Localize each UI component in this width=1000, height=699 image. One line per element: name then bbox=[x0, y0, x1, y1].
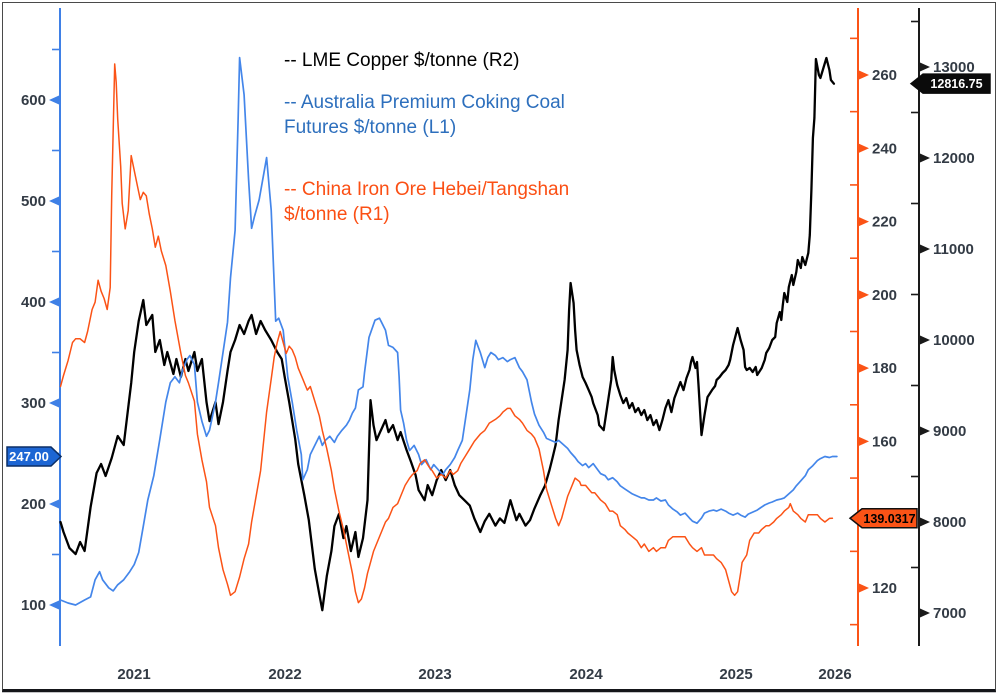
legend-label-ore-line1: -- China Iron Ore Hebei/Tangshan bbox=[284, 179, 570, 200]
legend-item-iron-ore: -- China Iron Ore Hebei/Tangshan $/tonne… bbox=[284, 177, 569, 227]
left-axis-coking-coal-major-tick bbox=[49, 196, 59, 206]
left-axis-coking-coal-tick-label: 500 bbox=[21, 193, 46, 210]
coal-last-value-badge-text: 247.00 bbox=[9, 449, 49, 464]
right-axis-iron-ore-major-tick bbox=[859, 436, 869, 446]
far-right-axis-copper-tick-label: 7000 bbox=[933, 605, 966, 622]
x-axis-year-label-2025: 2025 bbox=[719, 666, 752, 683]
far-right-axis-copper-tick-label: 8000 bbox=[933, 514, 966, 531]
far-right-axis-copper-tick-label: 9000 bbox=[933, 423, 966, 440]
copper-last-value-badge-text: 12816.75 bbox=[930, 77, 982, 91]
x-axis-year-label-2026: 2026 bbox=[818, 666, 851, 683]
far-right-axis-copper-major-tick bbox=[920, 244, 930, 254]
left-axis-coking-coal-tick-label: 600 bbox=[21, 92, 46, 109]
left-axis-coking-coal-tick-label: 300 bbox=[21, 395, 46, 412]
right-axis-iron-ore-tick-label: 180 bbox=[872, 360, 897, 377]
left-axis-coking-coal-major-tick bbox=[49, 499, 59, 509]
far-right-axis-copper-major-tick bbox=[920, 517, 930, 527]
ore-last-value-badge-text: 139.0317 bbox=[863, 512, 915, 526]
far-right-axis-copper-tick-label: 13000 bbox=[933, 59, 975, 76]
copper-last-value-badge bbox=[909, 73, 991, 94]
right-axis-iron-ore-tick-label: 120 bbox=[872, 580, 897, 597]
left-axis-coking-coal-tick-label: 400 bbox=[21, 294, 46, 311]
right-axis-iron-ore-tick-label: 220 bbox=[872, 214, 897, 231]
far-right-axis-copper-tick-label: 10000 bbox=[933, 332, 975, 349]
right-axis-iron-ore-major-tick bbox=[859, 363, 869, 373]
legend-label-copper-line1: -- LME Copper $/tonne (R2) bbox=[284, 50, 520, 71]
far-right-axis-copper-major-tick bbox=[920, 335, 930, 345]
x-axis-year-label-2022: 2022 bbox=[268, 666, 301, 683]
right-axis-iron-ore-major-tick bbox=[859, 583, 869, 593]
legend-item-lme-copper: -- LME Copper $/tonne (R2) bbox=[284, 48, 520, 73]
ore-last-value-badge bbox=[848, 508, 918, 529]
left-axis-coking-coal-major-tick bbox=[49, 297, 59, 307]
far-right-axis-copper-major-tick bbox=[920, 153, 930, 163]
legend-label-coal-line2: Futures $/tonne (L1) bbox=[284, 117, 457, 138]
left-axis-coking-coal-tick-label: 100 bbox=[21, 597, 46, 614]
legend-label-ore-line2: $/tonne (R1) bbox=[284, 204, 390, 225]
right-axis-iron-ore-tick-label: 160 bbox=[872, 433, 897, 450]
left-axis-coking-coal-major-tick bbox=[49, 600, 59, 610]
right-axis-iron-ore-major-tick bbox=[859, 143, 869, 153]
left-axis-coking-coal-tick-label: 200 bbox=[21, 496, 46, 513]
legend-label-coal-line1: -- Australia Premium Coking Coal bbox=[284, 92, 565, 113]
right-axis-iron-ore-major-tick bbox=[859, 70, 869, 80]
left-axis-coking-coal-major-tick bbox=[49, 95, 59, 105]
iron_ore-series-line bbox=[59, 63, 834, 604]
right-axis-iron-ore-tick-label: 200 bbox=[872, 287, 897, 304]
far-right-axis-copper-major-tick bbox=[920, 62, 930, 72]
right-axis-iron-ore-major-tick bbox=[859, 217, 869, 227]
x-axis-year-label-2024: 2024 bbox=[569, 666, 603, 683]
legend-item-coking-coal: -- Australia Premium Coking Coal Futures… bbox=[284, 90, 565, 140]
right-axis-iron-ore-major-tick bbox=[859, 290, 869, 300]
far-right-axis-copper-major-tick bbox=[920, 608, 930, 618]
far-right-axis-copper-tick-label: 11000 bbox=[933, 241, 974, 258]
right-axis-iron-ore-tick-label: 260 bbox=[872, 67, 897, 84]
left-axis-coking-coal-major-tick bbox=[49, 398, 59, 408]
copper-series-line bbox=[59, 56, 836, 612]
x-axis-year-label-2023: 2023 bbox=[418, 666, 451, 683]
x-axis-year-label-2021: 2021 bbox=[117, 666, 150, 683]
coking_coal-series-line bbox=[59, 56, 838, 606]
coal-last-value-badge bbox=[6, 446, 63, 467]
far-right-axis-copper-major-tick bbox=[920, 426, 930, 436]
right-axis-iron-ore-tick-label: 240 bbox=[872, 140, 897, 157]
far-right-axis-copper-tick-label: 12000 bbox=[933, 150, 975, 167]
